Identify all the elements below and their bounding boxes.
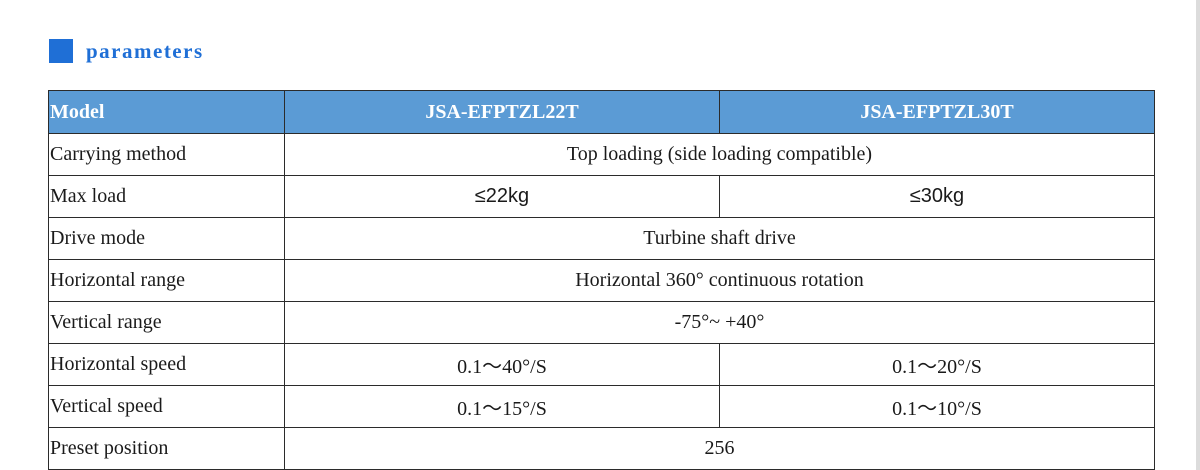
row-label: Preset position xyxy=(48,427,285,470)
row-value-model-1: 0.1～15°/S xyxy=(284,385,720,428)
row-value: Turbine shaft drive xyxy=(284,217,1155,260)
table-row: Horizontal range Horizontal 360° continu… xyxy=(48,259,1155,302)
row-label: Vertical speed xyxy=(48,385,285,428)
row-value-model-2: 0.1～20°/S xyxy=(719,343,1155,386)
table-row: Vertical speed 0.1～15°/S 0.1～10°/S xyxy=(48,385,1155,428)
row-value: 256 xyxy=(284,427,1155,470)
row-value-model-1: ≤22kg xyxy=(284,175,720,218)
header-model-label: Model xyxy=(48,90,285,134)
row-value-model-1: 0.1～40°/S xyxy=(284,343,720,386)
row-label: Horizontal range xyxy=(48,259,285,302)
row-label: Vertical range xyxy=(48,301,285,344)
header-model-2: JSA-EFPTZL30T xyxy=(719,90,1155,134)
section-header: parameters xyxy=(49,37,204,65)
row-label: Drive mode xyxy=(48,217,285,260)
section-title: parameters xyxy=(86,39,204,63)
header-model-1: JSA-EFPTZL22T xyxy=(284,90,720,134)
table-row: Drive mode Turbine shaft drive xyxy=(48,217,1155,260)
table-row: Preset position 256 xyxy=(48,427,1155,470)
row-value-model-2: ≤30kg xyxy=(719,175,1155,218)
table-row: Carrying method Top loading (side loadin… xyxy=(48,133,1155,176)
row-value: Horizontal 360° continuous rotation xyxy=(284,259,1155,302)
table-header-row: Model JSA-EFPTZL22T JSA-EFPTZL30T xyxy=(48,90,1155,134)
section-marker-icon xyxy=(49,39,73,63)
page-edge xyxy=(1196,0,1200,470)
table-row: Vertical range -75°~ +40° xyxy=(48,301,1155,344)
row-label: Carrying method xyxy=(48,133,285,176)
row-label: Max load xyxy=(48,175,285,218)
row-value: -75°~ +40° xyxy=(284,301,1155,344)
parameters-table: Model JSA-EFPTZL22T JSA-EFPTZL30T Carryi… xyxy=(48,90,1155,470)
row-value-model-2: 0.1～10°/S xyxy=(719,385,1155,428)
row-value: Top loading (side loading compatible) xyxy=(284,133,1155,176)
table-row: Horizontal speed 0.1～40°/S 0.1～20°/S xyxy=(48,343,1155,386)
row-label: Horizontal speed xyxy=(48,343,285,386)
table-row: Max load ≤22kg ≤30kg xyxy=(48,175,1155,218)
